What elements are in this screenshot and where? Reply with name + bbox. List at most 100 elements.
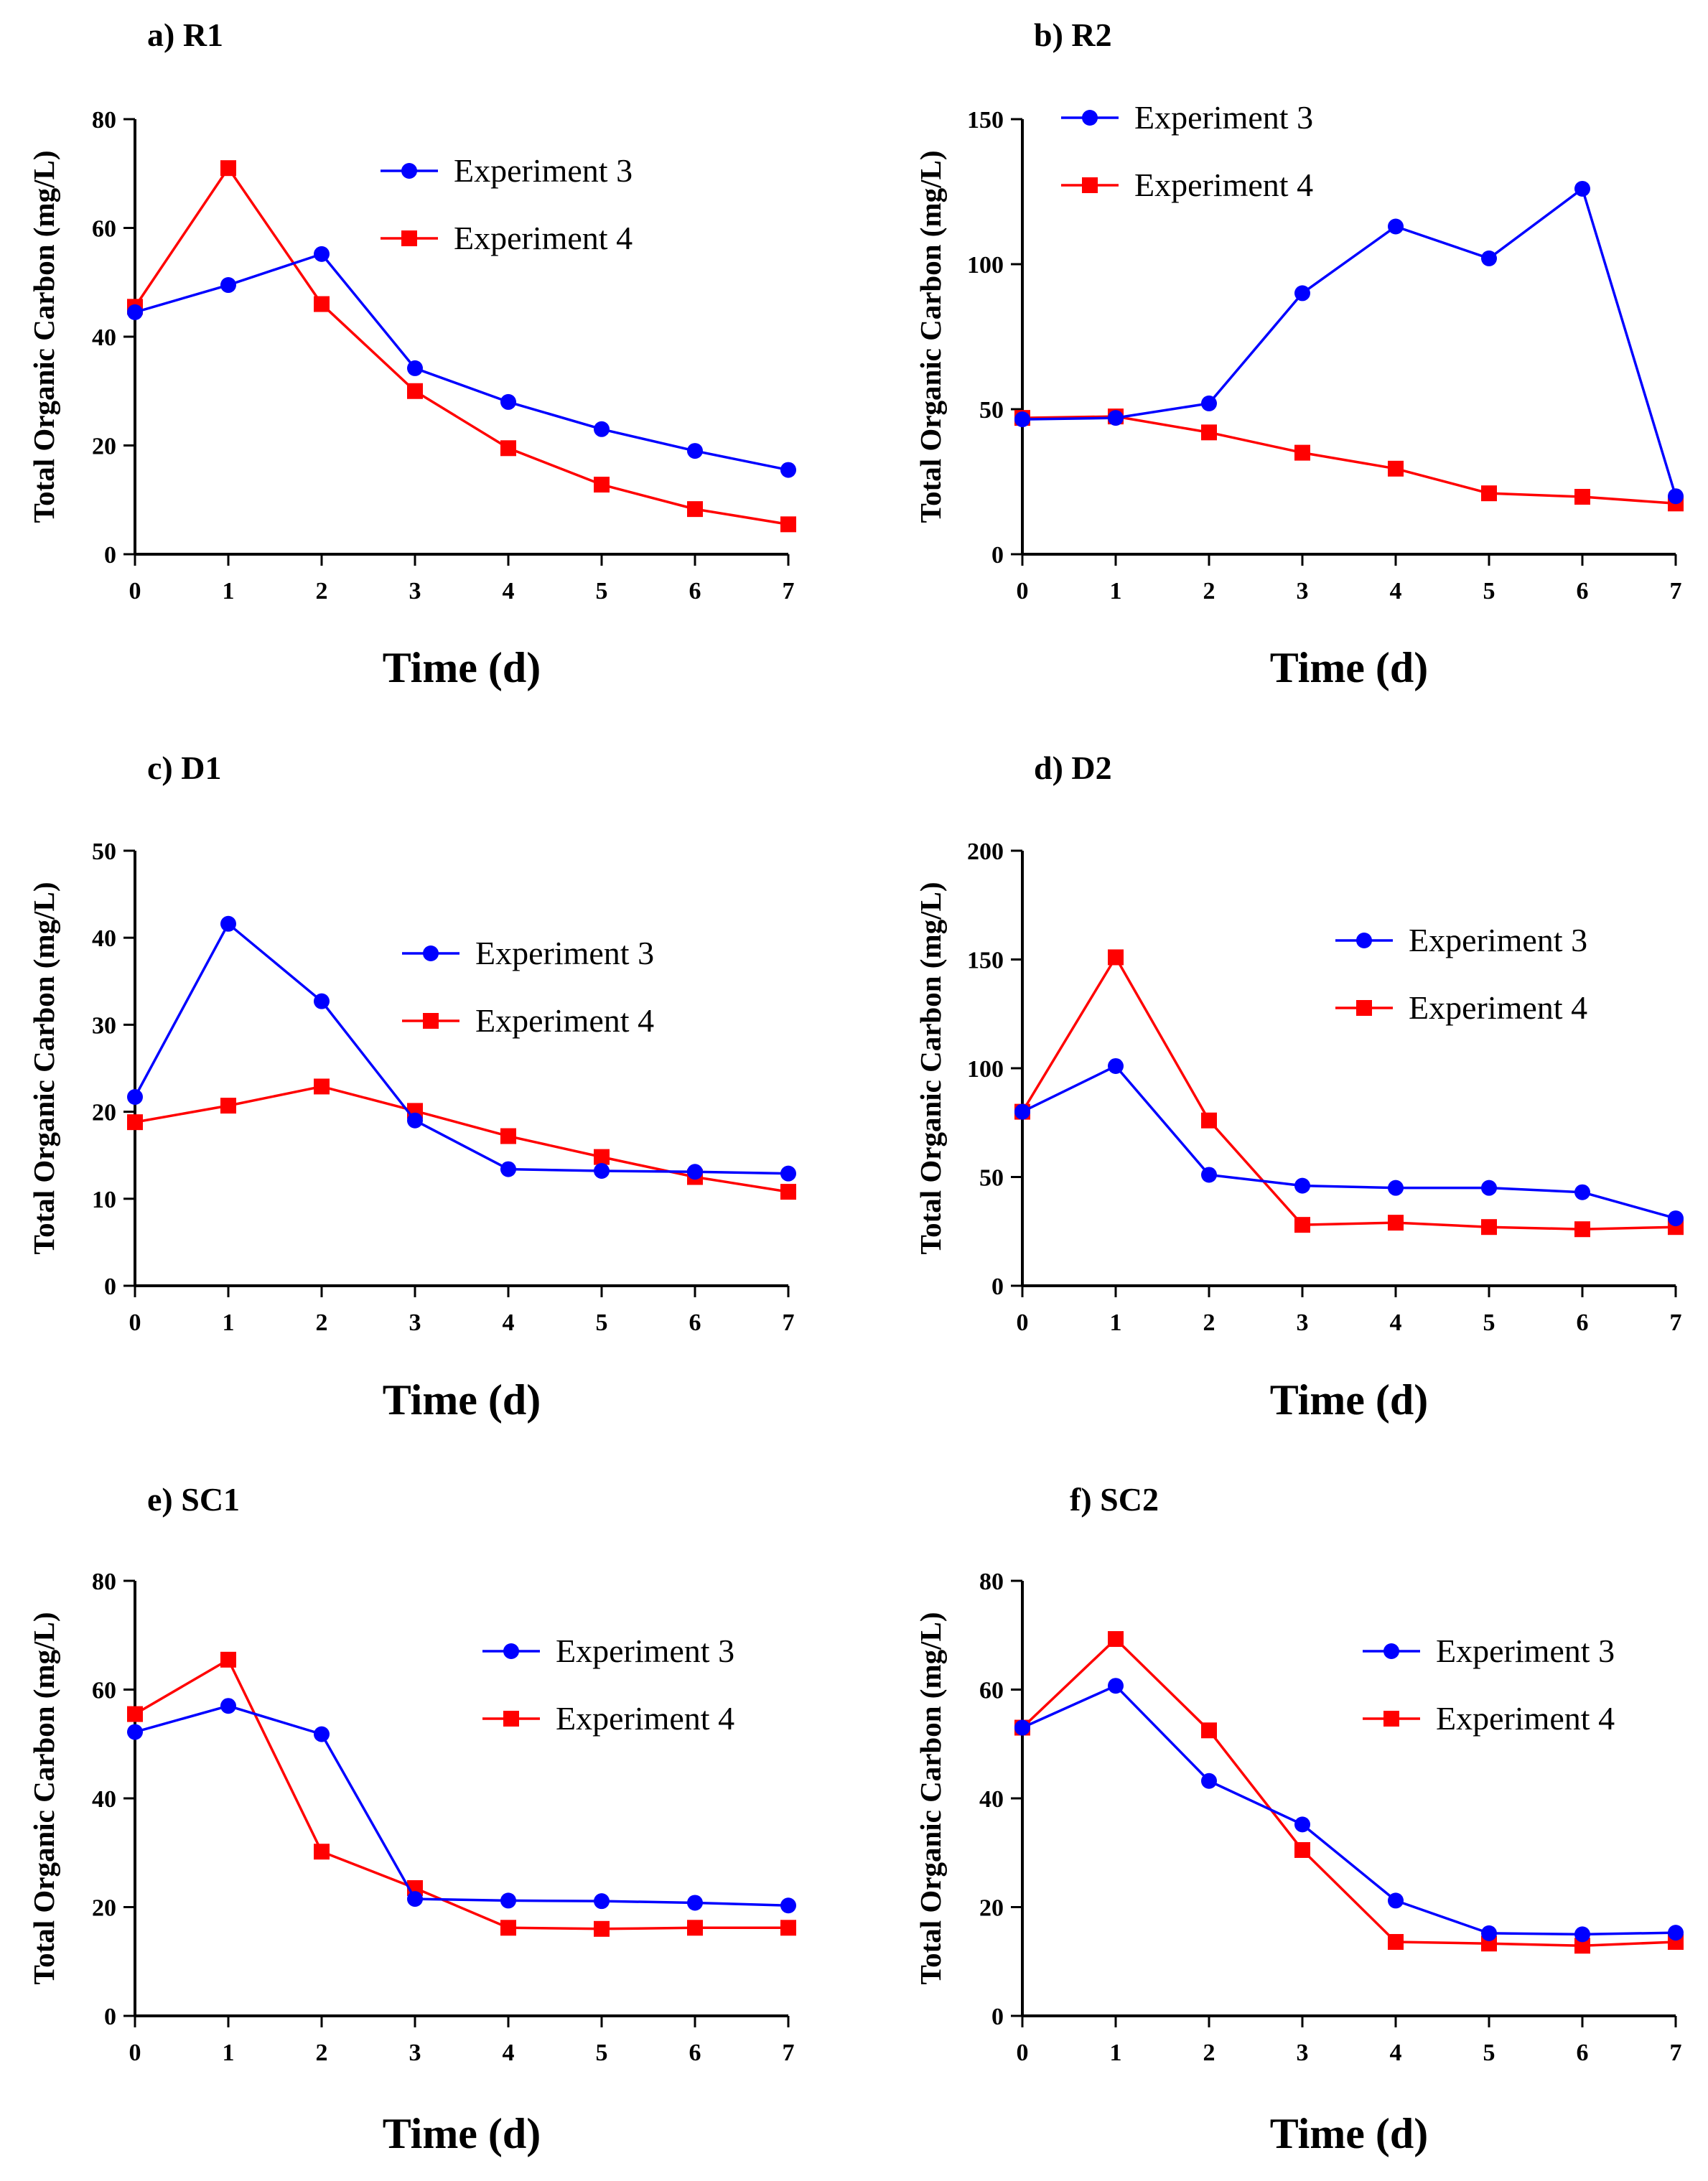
legend-marker-experiment-3 xyxy=(1383,1643,1399,1659)
legend-label: Experiment 3 xyxy=(1409,922,1587,958)
legend-label: Experiment 4 xyxy=(1436,1700,1615,1737)
y-tick-label: 0 xyxy=(991,1274,1004,1300)
x-tick-label: 2 xyxy=(1203,2040,1215,2066)
data-point-experiment-3 xyxy=(1294,285,1310,302)
x-tick-label: 2 xyxy=(316,2040,328,2066)
y-tick-label: 20 xyxy=(92,1100,116,1126)
data-point-experiment-3 xyxy=(1388,1892,1404,1909)
series-line-experiment-4 xyxy=(134,1085,789,1193)
data-point-experiment-3 xyxy=(1294,1816,1310,1833)
legend-marker-experiment-4 xyxy=(401,230,417,246)
data-point-experiment-3 xyxy=(314,246,330,262)
data-point-experiment-4 xyxy=(1574,1938,1590,1954)
series-line-experiment-4 xyxy=(1021,1638,1676,1948)
legend-marker-experiment-4 xyxy=(1383,1711,1399,1727)
data-point-experiment-4 xyxy=(1388,460,1404,477)
x-tick-label: 5 xyxy=(596,578,608,604)
panel-title: f) SC2 xyxy=(1070,1481,1159,1518)
data-point-experiment-3 xyxy=(1668,488,1684,505)
legend: Experiment 3 Experiment 4 xyxy=(1061,99,1313,203)
legend-marker-experiment-4 xyxy=(1356,1000,1372,1016)
data-point-experiment-3 xyxy=(1481,1180,1497,1196)
data-point-experiment-4 xyxy=(220,1098,236,1114)
legend-label: Experiment 3 xyxy=(454,152,633,189)
data-point-experiment-4 xyxy=(1294,444,1310,461)
data-point-experiment-3 xyxy=(220,915,236,932)
legend-label: Experiment 3 xyxy=(1436,1633,1615,1669)
legend: Experiment 3 Experiment 4 xyxy=(1335,922,1587,1026)
data-point-experiment-4 xyxy=(780,1920,796,1936)
legend-marker-experiment-3 xyxy=(423,945,439,961)
legend-marker-experiment-4 xyxy=(503,1711,519,1727)
x-tick-label: 4 xyxy=(1390,1309,1402,1336)
data-point-experiment-4 xyxy=(1294,1841,1310,1858)
x-tick-label: 6 xyxy=(689,578,701,604)
data-point-experiment-4 xyxy=(1388,1215,1404,1231)
y-tick-label: 0 xyxy=(991,2004,1004,2030)
data-point-experiment-4 xyxy=(687,1920,703,1936)
data-point-experiment-3 xyxy=(1014,1719,1030,1736)
x-tick-label: 3 xyxy=(1297,2040,1309,2066)
data-point-experiment-3 xyxy=(1201,1167,1217,1183)
x-tick-label: 3 xyxy=(1297,578,1309,604)
x-tick-label: 2 xyxy=(316,1309,328,1336)
x-tick-label: 0 xyxy=(1017,1309,1029,1336)
chart-panel-sc1: e) SC1 0 20 40 60 80 0 1 2 3 4 5 6 7 Time (d) Total Org… xyxy=(27,1481,796,2157)
x-tick-label: 5 xyxy=(596,1309,608,1336)
x-tick-label: 6 xyxy=(689,1309,701,1336)
x-axis-label: Time (d) xyxy=(1270,644,1429,691)
chart-panel-d2: d) D2 0 50 100 150 200 0 1 2 3 4 5 6 7 Time (d) Total O… xyxy=(914,749,1684,1424)
data-point-experiment-4 xyxy=(500,1920,516,1936)
data-point-experiment-3 xyxy=(1014,411,1030,428)
data-point-experiment-3 xyxy=(314,1726,330,1742)
legend: Experiment 3 Experiment 4 xyxy=(482,1633,734,1737)
panel-title: a) R1 xyxy=(147,17,223,53)
data-point-experiment-4 xyxy=(1574,1221,1590,1238)
data-point-experiment-4 xyxy=(1481,485,1497,502)
data-point-experiment-4 xyxy=(594,477,610,493)
data-point-experiment-3 xyxy=(1668,1925,1684,1941)
x-tick-label: 1 xyxy=(1110,2040,1122,2066)
data-point-experiment-3 xyxy=(1294,1177,1310,1194)
data-point-experiment-3 xyxy=(220,277,236,294)
x-tick-label: 3 xyxy=(1297,1309,1309,1336)
x-tick-label: 7 xyxy=(783,578,795,604)
data-point-experiment-3 xyxy=(500,1161,516,1177)
series-line-experiment-3 xyxy=(134,253,789,472)
x-tick-label: 5 xyxy=(596,2040,608,2066)
y-tick-label: 150 xyxy=(967,948,1004,974)
panel-title: e) SC1 xyxy=(147,1481,240,1518)
y-tick-label: 40 xyxy=(92,324,116,351)
x-tick-label: 4 xyxy=(1390,578,1402,604)
legend-marker-experiment-3 xyxy=(1356,933,1372,948)
x-tick-label: 6 xyxy=(1577,578,1589,604)
x-tick-label: 4 xyxy=(503,578,515,604)
y-tick-label: 0 xyxy=(991,542,1004,569)
data-point-experiment-4 xyxy=(314,1078,330,1095)
data-point-experiment-3 xyxy=(1201,1773,1217,1789)
y-tick-label: 20 xyxy=(92,1895,116,1922)
y-axis-label: Total Organic Carbon (mg/L) xyxy=(914,151,947,523)
data-point-experiment-3 xyxy=(407,1891,423,1907)
data-point-experiment-3 xyxy=(1014,1103,1030,1120)
x-tick-label: 5 xyxy=(1483,1309,1495,1336)
legend-label: Experiment 4 xyxy=(475,1002,654,1039)
data-point-experiment-3 xyxy=(687,1164,703,1180)
x-tick-label: 7 xyxy=(1670,2040,1682,2066)
data-point-experiment-3 xyxy=(1481,1925,1497,1941)
data-point-experiment-3 xyxy=(1481,250,1497,266)
data-point-experiment-3 xyxy=(127,1088,143,1105)
data-point-experiment-4 xyxy=(500,440,516,457)
x-tick-label: 7 xyxy=(1670,578,1682,604)
y-axis-label: Total Organic Carbon (mg/L) xyxy=(914,882,947,1255)
y-tick-label: 40 xyxy=(92,1786,116,1813)
legend-label: Experiment 4 xyxy=(556,1700,734,1737)
data-point-experiment-3 xyxy=(314,993,330,1009)
x-tick-label: 2 xyxy=(1203,1309,1215,1336)
x-axis-label: Time (d) xyxy=(1270,1376,1429,1424)
x-tick-label: 4 xyxy=(503,2040,515,2066)
x-tick-label: 1 xyxy=(223,2040,235,2066)
data-point-experiment-3 xyxy=(1201,395,1217,411)
panel-title: b) R2 xyxy=(1034,17,1112,53)
